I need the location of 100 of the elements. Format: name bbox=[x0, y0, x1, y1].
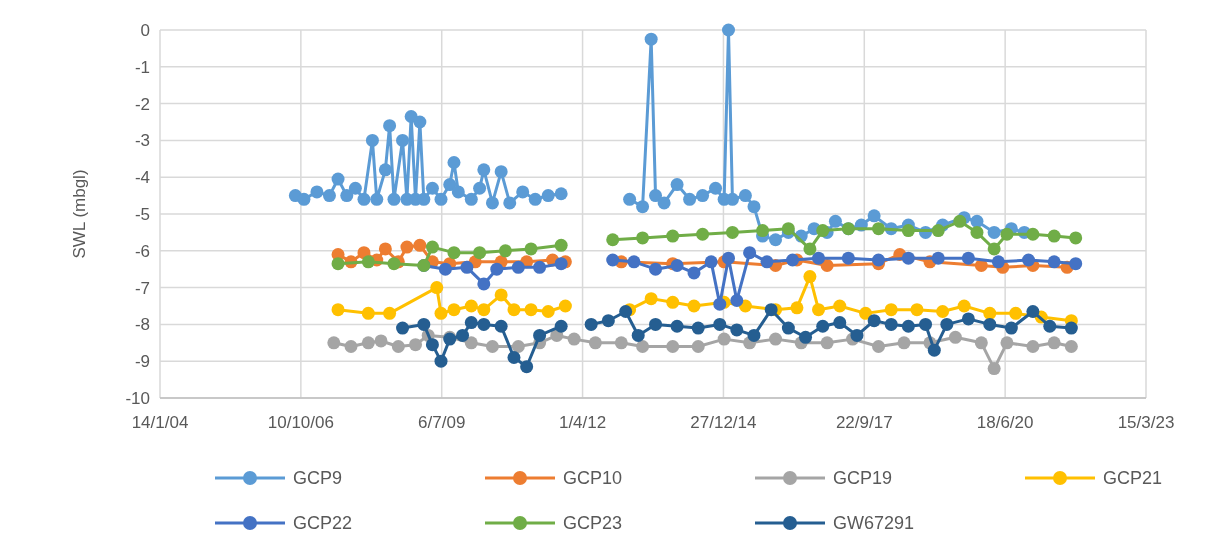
legend-label: GCP19 bbox=[833, 468, 893, 489]
point bbox=[897, 336, 911, 350]
point bbox=[498, 244, 512, 258]
point bbox=[494, 319, 508, 333]
point bbox=[1069, 231, 1083, 245]
point bbox=[409, 338, 423, 352]
point bbox=[1004, 321, 1018, 335]
point bbox=[477, 303, 491, 317]
point bbox=[558, 299, 572, 313]
point bbox=[361, 336, 375, 350]
point bbox=[666, 339, 680, 353]
point bbox=[1064, 339, 1078, 353]
point bbox=[666, 295, 680, 309]
point bbox=[717, 332, 731, 346]
point bbox=[413, 238, 427, 252]
point bbox=[987, 362, 1001, 376]
point bbox=[901, 251, 915, 265]
point bbox=[713, 317, 727, 331]
point bbox=[584, 317, 598, 331]
point bbox=[400, 240, 414, 254]
point bbox=[691, 339, 705, 353]
point bbox=[541, 305, 555, 319]
point bbox=[957, 299, 971, 313]
point bbox=[872, 222, 886, 236]
point bbox=[417, 317, 431, 331]
point bbox=[1043, 319, 1057, 333]
legend-label: GCP10 bbox=[563, 468, 623, 489]
point bbox=[687, 266, 701, 280]
point bbox=[936, 305, 950, 319]
y-tick-label: -10 bbox=[125, 388, 150, 408]
point bbox=[520, 360, 534, 374]
point bbox=[764, 303, 778, 317]
point bbox=[434, 306, 448, 320]
point bbox=[1026, 339, 1040, 353]
point bbox=[974, 336, 988, 350]
point bbox=[1064, 321, 1078, 335]
point bbox=[533, 328, 547, 342]
point bbox=[460, 260, 474, 274]
point bbox=[812, 251, 826, 265]
point bbox=[511, 260, 525, 274]
point bbox=[820, 259, 834, 273]
point bbox=[901, 224, 915, 238]
point bbox=[931, 251, 945, 265]
x-tick-label: 15/3/23 bbox=[1117, 413, 1175, 432]
x-tick-label: 10/10/06 bbox=[267, 413, 334, 432]
point bbox=[649, 262, 663, 276]
point bbox=[1047, 255, 1061, 269]
point bbox=[490, 262, 504, 276]
point bbox=[901, 319, 915, 333]
point bbox=[1022, 253, 1036, 267]
point bbox=[872, 253, 886, 267]
point bbox=[327, 336, 341, 350]
point bbox=[507, 351, 521, 365]
point bbox=[1069, 257, 1083, 271]
point bbox=[631, 328, 645, 342]
point bbox=[473, 246, 487, 260]
point bbox=[361, 255, 375, 269]
point bbox=[953, 214, 967, 228]
point bbox=[434, 354, 448, 368]
point bbox=[940, 317, 954, 331]
point bbox=[713, 297, 727, 311]
point bbox=[331, 257, 345, 271]
point bbox=[636, 231, 650, 245]
point bbox=[378, 242, 392, 256]
point bbox=[948, 330, 962, 344]
point bbox=[691, 321, 705, 335]
point bbox=[425, 240, 439, 254]
x-tick-label: 6/7/09 bbox=[418, 413, 466, 432]
y-tick-label: -9 bbox=[134, 352, 150, 372]
point bbox=[331, 303, 345, 317]
point bbox=[991, 255, 1005, 269]
point bbox=[507, 303, 521, 317]
point bbox=[1026, 227, 1040, 241]
point bbox=[859, 306, 873, 320]
point bbox=[533, 260, 547, 274]
point bbox=[494, 288, 508, 302]
point bbox=[1009, 306, 1023, 320]
point bbox=[803, 270, 817, 284]
point bbox=[786, 253, 800, 267]
point bbox=[919, 317, 933, 331]
point bbox=[841, 251, 855, 265]
point bbox=[961, 312, 975, 326]
point bbox=[756, 224, 770, 238]
point bbox=[743, 246, 757, 260]
point bbox=[477, 317, 491, 331]
point bbox=[983, 317, 997, 331]
point bbox=[649, 317, 663, 331]
legend-label: GCP21 bbox=[1103, 468, 1163, 489]
y-tick-label: -1 bbox=[134, 57, 150, 77]
point bbox=[687, 299, 701, 313]
point bbox=[447, 246, 461, 260]
point bbox=[464, 316, 478, 330]
point bbox=[696, 227, 710, 241]
point bbox=[464, 299, 478, 313]
point bbox=[722, 251, 735, 265]
point bbox=[391, 339, 405, 353]
point bbox=[1047, 229, 1061, 243]
x-tick-label: 27/12/14 bbox=[690, 413, 757, 432]
point bbox=[588, 336, 602, 350]
point bbox=[606, 253, 620, 267]
